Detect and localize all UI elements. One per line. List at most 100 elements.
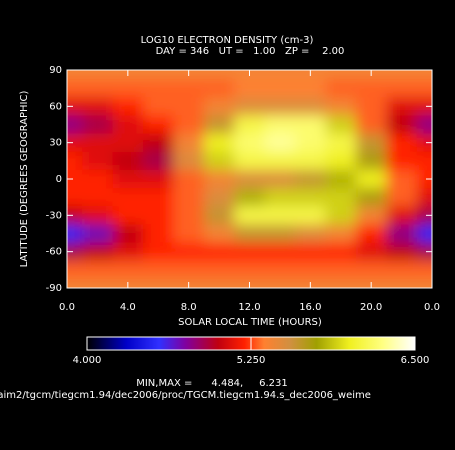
heatmap-cell [416,70,432,80]
heatmap-cell [67,260,83,280]
heatmap-cell [82,242,114,262]
plot-area [67,70,432,288]
y-tick-label: 90 [49,65,62,76]
y-tick-label: 60 [49,101,62,112]
heatmap-cell [173,169,205,189]
heatmap-cell [355,115,387,135]
heatmap-cell [67,151,83,171]
heatmap-cell [295,97,327,116]
heatmap-cell [234,151,266,171]
heatmap-cell [67,70,83,80]
heatmap-cell [416,115,432,135]
heatmap-cell [173,79,205,98]
heatmap-cell [112,169,144,189]
heatmap-cell [325,260,357,280]
heatmap-cell [386,169,418,189]
heatmap-cell [355,260,387,280]
heatmap-cell [173,206,205,225]
heatmap-cell [416,169,432,189]
heatmap-cell [386,206,418,225]
heatmap-cell [325,224,357,244]
heatmap-cell [143,70,174,80]
heatmap-cell [203,169,235,189]
colorbar-tick-label: 4.000 [73,355,102,366]
heatmap-cell [143,260,174,280]
x-tick-label: 0.0 [424,302,440,313]
heatmap-cell [264,278,296,288]
heatmap-cell [416,97,432,116]
heatmap-cell [325,169,357,189]
heatmap-cell [416,79,432,98]
heatmap-cell [234,115,266,135]
heatmap-cell [386,224,418,244]
heatmap-cell [264,151,296,171]
heatmap-cell [203,133,235,153]
heatmap-cell [325,115,357,135]
heatmap-cell [234,206,266,225]
heatmap-cell [82,206,114,225]
heatmap-cell [355,242,387,262]
heatmap-cell [173,260,205,280]
heatmap-cell [82,188,114,207]
heatmap-cell [67,188,83,207]
heatmap-cell [295,206,327,225]
heatmap-cell [67,278,83,288]
x-tick-label: 12.0 [238,302,260,313]
heatmap-cell [325,151,357,171]
y-tick-label: 30 [49,138,62,149]
chart-subtitle: DAY = 346 UT = 1.00 ZP = 2.00 [156,46,345,57]
heatmap-cell [143,224,174,244]
heatmap-cell [416,206,432,225]
heatmap-cell [325,206,357,225]
heatmap-cell [325,97,357,116]
heatmap-cell [173,188,205,207]
heatmap-cell [143,242,174,262]
heatmap-cell [386,188,418,207]
heatmap-cell [203,188,235,207]
heatmap-cell [355,79,387,98]
heatmap-cell [295,151,327,171]
heatmap-cell [173,115,205,135]
heatmap-cell [355,206,387,225]
heatmap-cell [264,260,296,280]
heatmap-cell [295,115,327,135]
heatmap-cell [203,115,235,135]
heatmap-cell [386,115,418,135]
heatmap-cell [82,79,114,98]
heatmap-cell [234,188,266,207]
heatmap-cell [234,224,266,244]
heatmap-cell [67,115,83,135]
heatmap-cell [416,242,432,262]
heatmap-cell [416,224,432,244]
heatmap-cell [112,260,144,280]
heatmap-cell [325,188,357,207]
heatmap-cell [386,151,418,171]
heatmap-cell [203,260,235,280]
heatmap-cell [143,115,174,135]
heatmap-cell [234,242,266,262]
y-tick-label: -30 [46,210,62,221]
heatmap-cell [203,79,235,98]
heatmap-cell [264,97,296,116]
heatmap-cell [203,278,235,288]
x-axis-label: SOLAR LOCAL TIME (HOURS) [178,317,322,328]
heatmap-cell [112,206,144,225]
x-tick-label: 0.0 [59,302,75,313]
heatmap-cell [386,278,418,288]
heatmap-cell [203,242,235,262]
heatmap-cell [295,260,327,280]
heatmap-cell [264,206,296,225]
heatmap-cell [234,260,266,280]
heatmap-cell [143,278,174,288]
heatmap-cell [325,242,357,262]
heatmap-cell [112,242,144,262]
heatmap-cell [325,278,357,288]
heatmap-cell [416,133,432,153]
heatmap-cell [203,97,235,116]
heatmap-cell [325,70,357,80]
heatmap-cell [355,133,387,153]
x-tick-label: 16.0 [299,302,321,313]
x-tick-label: 8.0 [181,302,197,313]
